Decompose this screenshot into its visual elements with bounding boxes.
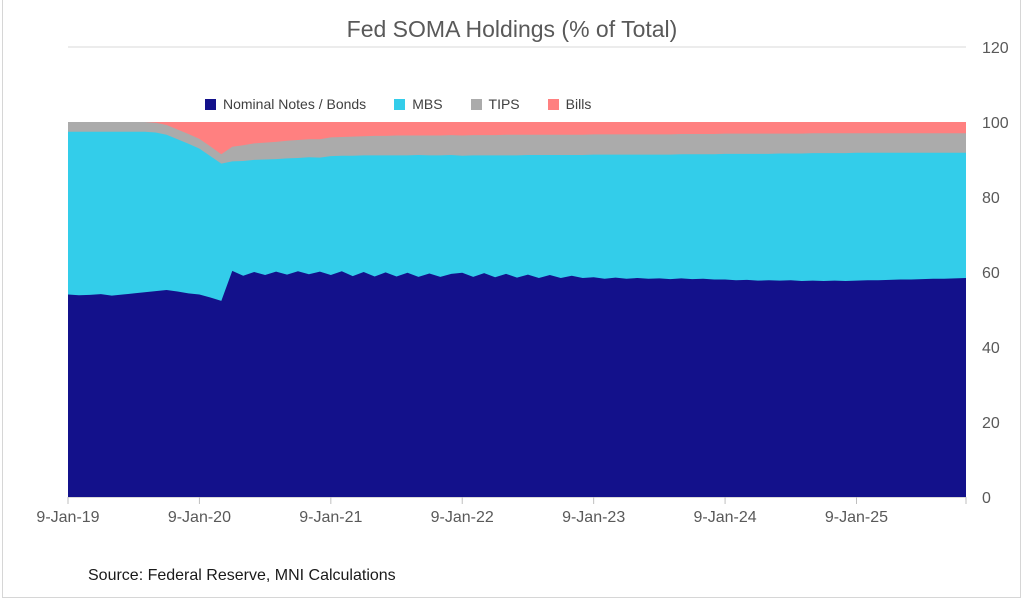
legend-item-bills: Bills [547,96,592,112]
x-axis-label: 9-Jan-22 [431,509,494,526]
y-axis-label: 20 [982,415,1000,432]
y-axis-label: 120 [982,40,1009,57]
legend-swatch-icon [205,98,216,110]
x-axis-label: 9-Jan-25 [825,509,888,526]
source-note: Source: Federal Reserve, MNI Calculation… [88,567,396,584]
y-axis-label: 80 [982,190,1000,207]
legend-item-mbs: MBS [394,96,443,112]
y-axis-label: 0 [982,490,991,507]
legend-label: Bills [565,96,592,112]
x-axis-label: 9-Jan-19 [36,509,99,526]
x-axis-label: 9-Jan-23 [562,509,625,526]
x-axis-label: 9-Jan-20 [168,509,231,526]
area-nominal-notes-bonds [68,270,966,497]
legend-label: TIPS [488,96,520,112]
chart-title: Fed SOMA Holdings (% of Total) [346,16,678,42]
x-axis-label: 9-Jan-21 [299,509,362,526]
legend-item-nominal-notes-bonds: Nominal Notes / Bonds [205,96,366,112]
legend-swatch-icon [470,98,482,110]
x-axis-label: 9-Jan-24 [693,509,756,526]
legend-item-tips: TIPS [470,96,520,112]
y-axis-label: 60 [982,265,1000,282]
chart-legend: Nominal Notes / Bonds MBS TIPS Bills [205,96,591,112]
legend-swatch-icon [394,98,406,110]
legend-swatch-icon [547,98,559,110]
y-axis-label: 100 [982,115,1009,132]
legend-label: MBS [412,96,443,112]
y-axis-label: 40 [982,340,1000,357]
legend-label: Nominal Notes / Bonds [223,96,367,112]
